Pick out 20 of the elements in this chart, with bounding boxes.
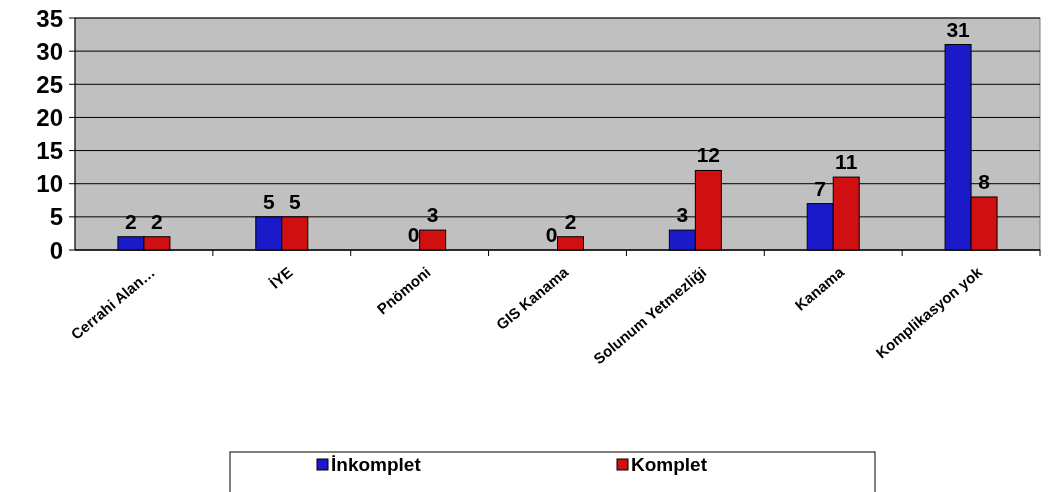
x-tick-label: İYE	[266, 263, 296, 292]
legend-label: İnkomplet	[331, 454, 422, 475]
data-label: 2	[564, 209, 577, 233]
data-label: 2	[125, 209, 137, 233]
y-tick-label: 35	[36, 4, 63, 32]
y-tick-label: 20	[36, 104, 63, 132]
data-label: 5	[262, 189, 275, 213]
y-tick-label: 25	[36, 70, 63, 98]
data-label: 2	[151, 209, 163, 233]
y-tick-label: 30	[36, 37, 63, 65]
y-tick-label: 10	[36, 170, 63, 198]
y-tick-label: 5	[49, 203, 63, 231]
data-label: 0	[407, 223, 420, 246]
y-tick-label: 0	[49, 236, 63, 264]
data-label: 31	[946, 17, 971, 41]
data-label: 5	[288, 189, 301, 213]
y-tick-label: 15	[36, 137, 63, 165]
data-label: 0	[545, 223, 558, 246]
legend-label: Komplet	[631, 454, 708, 475]
data-label: 11	[835, 150, 858, 174]
